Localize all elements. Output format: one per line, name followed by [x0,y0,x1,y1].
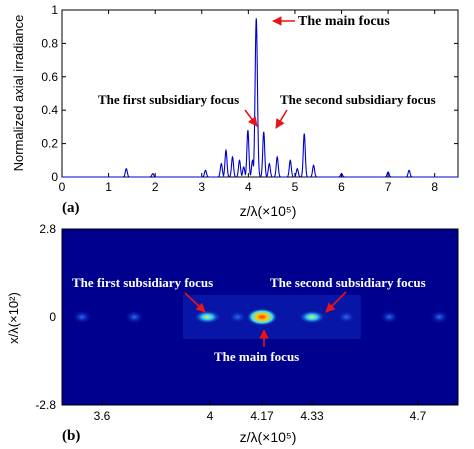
arrow-first-subsidiary-b [184,292,206,313]
annotation-second-subsidiary-b: The second subsidiary focus [270,275,426,290]
x-tick-label: 3 [198,180,205,194]
map-y-tick-label: 0 [49,310,56,324]
focus-spot [124,310,145,324]
map-frame [61,228,459,406]
focus-spot [379,310,400,324]
focus-spot [336,310,357,324]
map-x-tick-label: 4 [207,409,214,423]
arrow-second-subsidiary-b [325,291,347,313]
annotation-main-focus-a: The main focus [298,14,390,29]
map-x-tick-label: 3.6 [94,409,111,423]
focus-spot [429,310,450,324]
focus-spot [72,310,92,324]
annotation-main-focus-b: The main focus [214,349,299,364]
map-spots [72,295,450,339]
x-tick-label: 6 [338,180,345,194]
annotation-first-subsidiary-b: The first subsidiary focus [72,275,213,290]
plot-a-series [62,18,458,178]
y-tick-label: 0.4 [41,103,58,117]
focus-spot [246,308,278,326]
plot-a-y-ticks: 0 0.2 0.4 0.6 0.8 1 [41,3,458,184]
map-y-tick-label: 2.8 [39,222,56,236]
arrow-first-subsidiary-a [244,109,258,127]
panel-a: 0 1 2 3 4 5 6 7 8 0 0.2 0.4 0.6 0.8 1 Normalized axia… [11,3,459,219]
x-tick-label: 0 [59,180,66,194]
map-panel-label: (b) [62,428,80,444]
map-y-ticks: 2.8 0 -2.8 [35,222,56,412]
annotation-first-subsidiary-a: The first subsidiary focus [98,92,239,107]
map-x-ticks: 3.6 4 4.17 4.33 4.7 [94,401,427,423]
focus-spot [298,310,326,324]
x-tick-label: 1 [105,180,112,194]
panel-b: 3.6 4 4.17 4.33 4.7 2.8 0 -2.8 x/λ(×10²) z/λ(×… [6,222,459,445]
y-tick-label: 0.8 [41,36,58,50]
arrow-second-subsidiary-a [275,109,288,129]
plot-a-panel-label: (a) [62,200,80,216]
plot-a-xlabel: z/λ(×10⁵) [240,203,297,219]
y-tick-label: 1 [51,3,58,17]
x-tick-label: 4 [245,180,252,194]
map-ylabel: x/λ(×10²) [6,292,21,344]
focus-spot [193,310,222,324]
y-tick-label: 0 [51,170,58,184]
axial-irradiance-line [62,18,458,178]
map-x-tick-label: 4.17 [250,409,274,423]
x-tick-label: 2 [152,180,159,194]
map-x-tick-label: 4.7 [410,409,427,423]
map-xlabel: z/λ(×10⁵) [240,429,297,445]
plot-a-ylabel: Normalized axial irradiance [11,15,26,172]
y-tick-label: 0.6 [41,70,58,84]
y-tick-label: 0.2 [41,137,58,151]
plot-a-x-ticks: 0 1 2 3 4 5 6 7 8 [59,10,438,194]
focus-spot [227,310,248,324]
x-tick-label: 5 [292,180,299,194]
map-y-tick-label: -2.8 [35,398,56,412]
x-tick-label: 7 [385,180,392,194]
x-tick-label: 8 [431,180,438,194]
map-x-tick-label: 4.33 [300,409,324,423]
plot-a-frame [61,9,459,178]
annotation-second-subsidiary-a: The second subsidiary focus [280,92,436,107]
